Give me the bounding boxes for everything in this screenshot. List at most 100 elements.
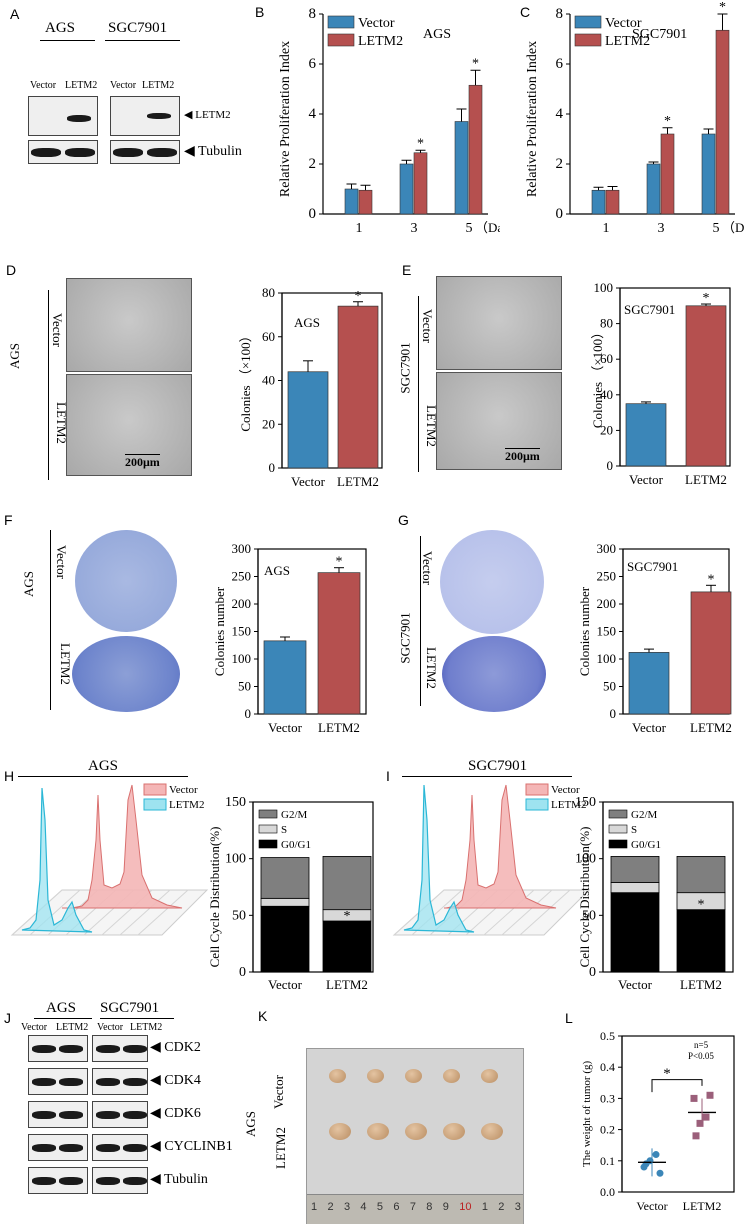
chart-h-y-tick-label: 100 [225, 852, 246, 867]
chart-g-y-tick-label: 100 [597, 651, 617, 666]
panel-label-f: F [4, 512, 13, 528]
chart-e-y-tick-label: 20 [600, 422, 613, 437]
blot-j-line2 [100, 1018, 174, 1019]
chart-e-x-tick-label: Vector [629, 472, 664, 487]
chart-c-x-tick-label: 3 [658, 221, 665, 236]
tumor-specimen [367, 1123, 389, 1140]
blot-j-cdk2-left [28, 1035, 88, 1062]
chart-d: 0 20 40 60 80 Colonies （×100） Vector * LETM2 AGS [238, 285, 383, 489]
chart-f-sig-star: * [336, 555, 343, 570]
chart-h-segment-g2-m [322, 856, 372, 911]
chart-e-y-tick-label: 40 [600, 387, 613, 402]
blot-a-tubulin-left [28, 140, 98, 164]
chart-l-x-tick-label: Vector [636, 1199, 667, 1213]
chart-g-y-tick-label: 300 [597, 541, 617, 556]
chart-c-y-tick-label: 2 [556, 156, 564, 172]
panel-label-c: C [520, 4, 531, 20]
blot-j-cell2: SGC7901 [100, 1000, 160, 1016]
chart-l-point-letm2 [690, 1094, 698, 1102]
chart-b-bar-vector [399, 163, 414, 215]
blot-a-cell2: SGC7901 [108, 20, 168, 36]
chart-b-bar-vector [344, 188, 359, 215]
chart-c-ylabel: Relative Proliferation Index [525, 41, 540, 197]
dish-f-vector [75, 530, 177, 632]
chart-g-x-tick-label: LETM2 [690, 720, 732, 735]
ruler-number: 2 [498, 1201, 505, 1213]
chart-l-y-tick-label: 0.2 [600, 1123, 615, 1137]
chart-h-legend-label: S [281, 824, 287, 836]
dish-f-letm2 [72, 636, 180, 712]
chart-e-bar-vector [625, 403, 667, 467]
chart-c-bar-letm2 [660, 133, 675, 215]
chart-b-x-unit: （Day） [475, 220, 500, 235]
micro-d-letm2-image [66, 374, 192, 476]
chart-f: 0 50 100 150 200 250 300 Colonies number Vector *… [212, 541, 367, 735]
chart-e-x-tick-label: LETM2 [685, 472, 727, 487]
tumor-specimen [329, 1069, 346, 1083]
tumor-k-row2: LETM2 [272, 1127, 288, 1169]
blot-a-lane1: Vector [30, 80, 57, 91]
blot-j-tubulin-left [28, 1167, 88, 1194]
blot-j-row-label: ◀ CDK4 [150, 1073, 201, 1088]
blot-j-cdk2-right [92, 1035, 148, 1062]
chart-d-bar-vector [287, 371, 329, 469]
chart-c-y-tick-label: 0 [556, 206, 564, 222]
chart-l-frame [621, 1035, 735, 1193]
blot-j-cdk4-right [92, 1068, 148, 1095]
chart-c-title: SGC7901 [632, 27, 687, 42]
chart-b-bar-letm2 [468, 84, 483, 215]
chart-h-ylabel: Cell Cycle Distribution(%) [207, 827, 222, 968]
chart-b-y-tick-label: 6 [309, 56, 317, 72]
blot-a-lane4: LETM2 [142, 80, 175, 91]
chart-f-ylabel: Colonies number [212, 586, 227, 676]
panel-label-a: A [10, 6, 20, 22]
chart-h-legend-swatch [258, 809, 278, 819]
blot-j-row-label: ◀ CDK6 [150, 1106, 201, 1121]
chart-d-sig-star: * [355, 289, 362, 304]
flow-i-legend-swatch [525, 783, 549, 796]
chart-i-y-tick-label: 0 [589, 965, 596, 980]
chart-l-point-letm2 [692, 1132, 700, 1140]
chart-h-x-tick-label: LETM2 [326, 977, 368, 992]
chart-d-y-tick-label: 80 [262, 285, 275, 300]
flow-h-legend-vector: Vector [169, 784, 198, 796]
ruler-number: 1 [311, 1201, 318, 1213]
chart-b-legend-label: LETM2 [358, 34, 403, 49]
chart-c-bar-letm2 [715, 29, 730, 215]
chart-g-ylabel: Colonies number [577, 586, 592, 676]
tumor-specimen [443, 1123, 465, 1140]
chart-c-bar-vector [701, 133, 716, 215]
ruler-number: 8 [426, 1201, 433, 1213]
chart-g: 0 50 100 150 200 250 300 Colonies number Vector *… [577, 541, 732, 735]
chart-h-legend-swatch [258, 824, 278, 834]
chart-b-title: AGS [423, 27, 451, 42]
chart-l-n-label: n=5 [694, 1040, 709, 1050]
blot-a-line1 [40, 40, 95, 41]
chart-b-sig-star: * [417, 136, 424, 151]
chart-i-legend-swatch [608, 809, 628, 819]
chart-c-bar-letm2 [605, 189, 620, 215]
blot-j-cell1: AGS [46, 1000, 77, 1016]
chart-f-y-tick-label: 300 [232, 541, 252, 556]
dish-f-row1: Vector [53, 545, 69, 579]
chart-d-x-tick-label: LETM2 [337, 474, 379, 489]
chart-l: 0.0 0.1 0.2 0.3 0.4 0.5 The weight of tumor (g… [581, 1029, 735, 1213]
chart-l-sig-star: * [663, 1066, 671, 1082]
chart-g-y-tick-label: 50 [603, 679, 616, 694]
micro-e-letm2-image [436, 372, 562, 470]
flow-i-grid-line [501, 889, 553, 936]
chart-h: 0 50 100 150 Cell Cycle Distribution(%) Vecto… [207, 795, 374, 992]
chart-c-x-tick-label: 5 [713, 221, 720, 236]
chart-c-y-tick-label: 8 [556, 6, 564, 22]
chart-i-segment-g2-m [610, 856, 660, 883]
chart-c-legend-label: Vector [605, 16, 642, 31]
panel-label-d: D [6, 262, 17, 278]
chart-f-title: AGS [264, 563, 290, 578]
chart-e-y-tick-label: 80 [600, 316, 613, 331]
chart-i-legend-swatch [608, 839, 628, 849]
chart-h-legend-label: G2/M [281, 809, 308, 821]
ruler-number: 9 [442, 1201, 449, 1213]
blot-a-cell1: AGS [45, 20, 76, 36]
blot-j-lane4: LETM2 [130, 1022, 163, 1033]
dish-g-vector [440, 530, 544, 634]
